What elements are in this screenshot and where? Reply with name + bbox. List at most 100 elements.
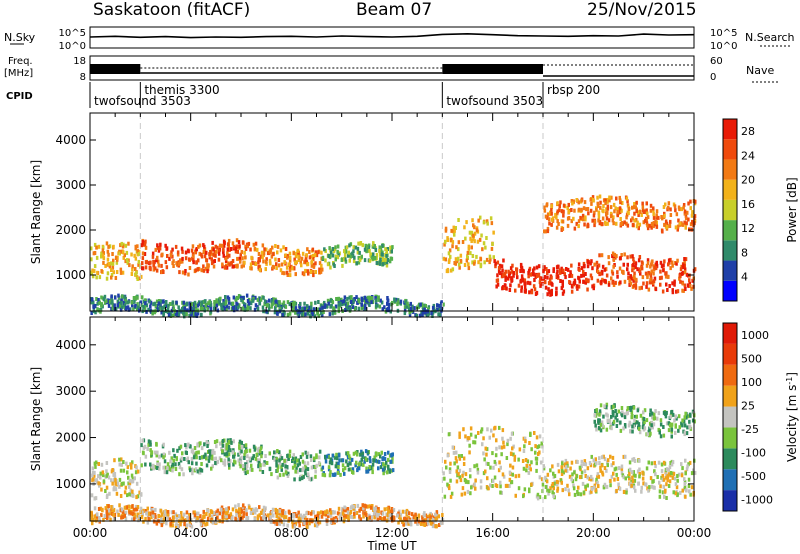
data-cell [370,255,374,260]
data-cell [112,270,115,275]
data-cell [684,216,688,221]
data-cell [131,517,134,522]
data-cell [210,466,213,471]
data-cell [492,433,495,438]
data-cell [545,203,548,208]
data-cell [271,245,274,250]
data-cell [221,439,225,443]
data-cell [647,460,650,465]
data-cell [156,304,159,308]
data-cell [102,517,105,522]
data-cell [379,454,382,459]
data-cell [578,279,581,284]
data-cell [402,522,405,527]
data-cell [352,451,356,456]
data-cell [231,514,234,519]
data-cell [100,251,103,256]
data-cell [604,279,607,284]
data-cell [188,313,191,318]
data-cell [336,255,340,260]
data-cell [284,515,288,520]
data-cell [687,477,691,482]
data-cell [371,462,375,467]
data-cell [202,509,205,514]
data-cell [685,415,688,420]
data-cell [455,459,458,464]
data-cell [278,461,281,466]
data-cell [190,467,194,472]
data-cell [409,301,412,306]
data-cell [622,475,625,480]
data-cell [645,221,649,226]
data-cell [297,516,301,521]
data-cell [586,466,590,471]
data-cell [241,256,244,261]
data-cell [495,438,498,443]
data-cell [469,474,472,479]
data-cell [363,247,367,252]
data-cell [369,459,372,464]
data-cell [626,199,629,204]
data-cell [163,470,167,475]
data-cell [341,511,345,516]
data-cell [588,461,592,465]
data-cell [365,469,368,474]
data-cell [205,456,208,461]
data-cell [283,271,286,276]
data-cell [566,206,569,211]
data-cell [368,298,371,303]
data-cell [614,409,617,413]
data-cell [310,305,313,310]
data-cell [244,443,248,448]
data-cell [363,258,367,263]
data-cell [155,258,158,263]
data-cell [291,302,294,306]
data-cell [298,304,301,308]
data-cell [284,304,288,309]
data-cell [482,220,486,225]
data-cell [162,455,165,460]
data-cell [110,273,114,277]
data-cell [123,295,126,300]
data-cell [598,253,601,258]
data-cell [502,474,506,479]
data-cell [278,521,282,526]
data-cell [503,272,507,276]
data-cell [346,296,349,301]
data-cell [115,260,119,265]
data-cell [467,246,471,251]
data-cell [126,260,129,265]
data-cell [628,482,632,487]
data-cell [262,515,265,520]
data-cell [219,441,222,446]
data-cell [174,512,178,517]
data-cell [668,465,672,470]
data-cell [606,206,610,211]
data-cell [596,474,599,479]
data-cell [162,452,166,457]
data-cell [234,504,237,509]
data-cell [570,273,574,278]
data-cell [308,250,311,254]
data-cell [367,245,371,250]
data-cell [355,460,358,465]
data-cell [256,458,259,463]
data-cell [92,304,95,309]
data-cell [285,270,289,275]
data-cell [652,224,655,229]
data-cell [293,260,297,265]
data-cell [444,239,447,244]
data-cell [171,261,174,266]
data-cell [579,492,583,497]
data-cell [604,267,608,272]
data-cell [466,250,470,255]
data-cell [546,292,549,297]
data-cell [116,303,119,308]
data-cell [194,303,198,308]
data-cell [678,274,682,279]
data-cell [327,465,331,470]
data-cell [122,460,125,464]
data-cell [555,286,558,291]
data-cell [636,220,639,225]
data-cell [682,263,685,268]
